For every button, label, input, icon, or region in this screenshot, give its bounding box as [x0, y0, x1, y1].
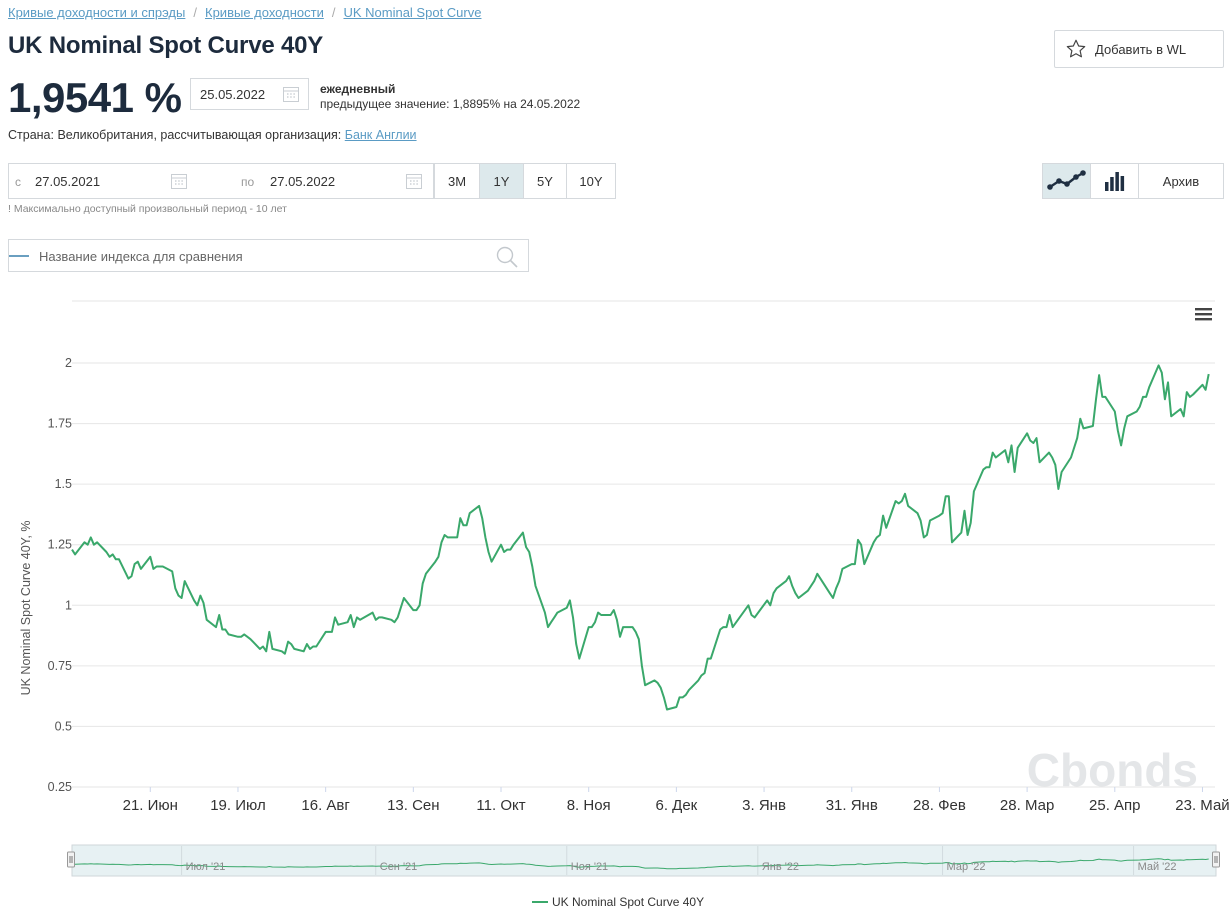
navigator-series-line — [71, 858, 1209, 870]
calendar-icon[interactable] — [405, 172, 423, 190]
country-info: Страна: Великобритания, рассчитывающая о… — [8, 128, 417, 142]
navigator-label: Сен '21 — [380, 861, 418, 873]
value-date-text: 25.05.2022 — [200, 86, 266, 102]
period-5y-button[interactable]: 5Y — [523, 163, 567, 199]
chart-menu-icon[interactable] — [1193, 307, 1217, 325]
search-icon[interactable] — [495, 245, 519, 269]
x-tick-label: 6. Дек — [656, 797, 698, 814]
y-tick-label: 1.5 — [55, 477, 72, 491]
navigator-label: Мар '22 — [947, 861, 986, 873]
compare-index-input[interactable] — [39, 246, 479, 266]
x-tick-label: 16. Авг — [301, 797, 350, 814]
y-tick-label: 1.75 — [48, 417, 72, 431]
navigator-label: Ноя '21 — [571, 861, 608, 873]
range-from-input[interactable]: 27.05.2021 — [35, 174, 101, 189]
x-tick-label: 13. Сен — [387, 797, 439, 814]
breadcrumb-separator: / — [193, 5, 197, 20]
add-to-watchlist-button[interactable]: Добавить в WL — [1054, 30, 1224, 68]
x-tick-label: 21. Июн — [123, 797, 178, 814]
x-tick-label: 28. Мар — [1000, 797, 1054, 814]
y-tick-label: 0.5 — [55, 719, 72, 733]
period-1y-button[interactable]: 1Y — [479, 163, 524, 199]
navigator[interactable]: Июл '21 Сен '21 Ноя '21 Янв '22 Мар '22 Май '… — [67, 844, 1220, 877]
y-tick-label: 2 — [65, 356, 72, 370]
navigator-label: Янв '22 — [762, 861, 799, 873]
x-tick-label: 8. Ноя — [567, 797, 611, 814]
navigator-window — [71, 844, 1217, 877]
compare-series-dash — [9, 255, 29, 257]
y-tick-label: 0.75 — [48, 659, 72, 673]
previous-value-text: предыдущее значение: 1,8895% на 24.05.20… — [320, 97, 581, 111]
add-to-watchlist-label: Добавить в WL — [1095, 41, 1187, 57]
cbonds-watermark: Cbonds — [1027, 744, 1198, 796]
navigator-label: Май '22 — [1138, 861, 1177, 873]
yield-chart: Cbonds 0.25 0.5 0.75 1 1.25 1.5 1.75 2 UK Nomin… — [19, 300, 1230, 909]
navigator-right-handle[interactable] — [1212, 851, 1220, 868]
breadcrumb-separator: / — [331, 5, 336, 20]
calendar-icon[interactable] — [282, 85, 300, 103]
date-range-picker: с 27.05.2021 по 27.05.2022 — [8, 163, 434, 199]
breadcrumb-link-yield-curves-spreads[interactable]: Кривые доходности и спрэды — [8, 5, 186, 20]
compare-index-field — [8, 239, 529, 272]
star-icon — [1066, 39, 1086, 58]
range-from-label: с — [15, 175, 21, 189]
breadcrumb-link-uk-nominal-spot-curve[interactable]: UK Nominal Spot Curve — [343, 5, 482, 20]
x-tick-label: 25. Апр — [1089, 797, 1141, 814]
y-tick-label: 1.25 — [48, 538, 72, 552]
x-tick-label: 31. Янв — [826, 797, 878, 814]
bank-of-england-link[interactable]: Банк Англии — [344, 128, 417, 142]
y-tick-label: 0.25 — [48, 780, 72, 794]
breadcrumb-link-yield-curves[interactable]: Кривые доходности — [205, 5, 324, 20]
archive-button[interactable]: Архив — [1138, 163, 1224, 199]
x-tick-label: 28. Фев — [913, 797, 966, 814]
range-to-input[interactable]: 27.05.2022 — [270, 174, 336, 189]
line-chart-icon — [1046, 170, 1086, 190]
bar-chart-icon — [1104, 172, 1124, 191]
navigator-label: Июл '21 — [186, 861, 226, 873]
period-10y-button[interactable]: 10Y — [566, 163, 616, 199]
navigator-left-handle[interactable] — [67, 851, 75, 868]
x-tick-label: 11. Окт — [476, 797, 525, 814]
value-date-field[interactable]: 25.05.2022 — [190, 78, 309, 110]
x-tick-label: 23. Май — [1175, 797, 1229, 814]
country-text: Страна: Великобритания, рассчитывающая о… — [8, 128, 345, 142]
frequency-label: ежедневный — [320, 82, 396, 96]
x-tick-label: 3. Янв — [742, 797, 786, 814]
chart-legend[interactable]: UK Nominal Spot Curve 40Y — [532, 895, 704, 909]
current-value: 1,9541 % — [8, 74, 182, 121]
range-to-label: по — [241, 175, 255, 189]
breadcrumb: Кривые доходности и спрэды / Кривые доходн… — [8, 5, 481, 20]
page-title: UK Nominal Spot Curve 40Y — [8, 32, 324, 59]
range-note: ! Максимально доступный произвольный пер… — [8, 203, 287, 215]
line-chart-view-button[interactable] — [1042, 163, 1091, 199]
calendar-icon[interactable] — [170, 172, 188, 190]
legend-label: UK Nominal Spot Curve 40Y — [552, 895, 704, 909]
y-tick-label: 1 — [65, 598, 72, 612]
period-3m-button[interactable]: 3M — [434, 163, 480, 199]
y-axis-title: UK Nominal Spot Curve 40Y, % — [19, 521, 33, 696]
series-line-uk-nominal-spot-curve-40y — [71, 364, 1210, 711]
bar-chart-view-button[interactable] — [1090, 163, 1139, 199]
x-tick-label: 19. Июл — [210, 797, 265, 814]
